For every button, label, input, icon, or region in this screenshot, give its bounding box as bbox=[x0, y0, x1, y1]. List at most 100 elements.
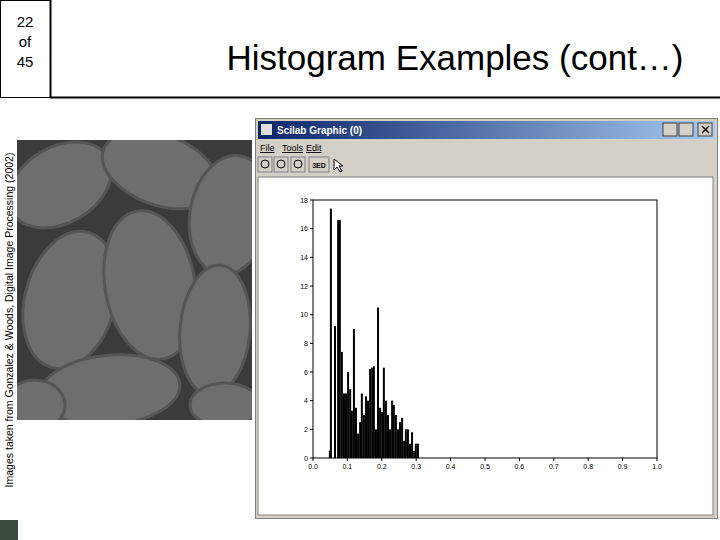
close-mark bbox=[702, 126, 709, 133]
background bbox=[0, 0, 720, 540]
bar bbox=[369, 369, 371, 458]
close-mark bbox=[702, 126, 709, 133]
bar bbox=[385, 401, 387, 458]
y-tick bbox=[310, 314, 313, 315]
header-divider bbox=[50, 0, 52, 97]
pollen bbox=[17, 380, 65, 420]
y-tick-label: 6 bbox=[304, 369, 308, 376]
bar bbox=[377, 308, 379, 459]
y-tick bbox=[310, 429, 313, 430]
menu-item[interactable]: File bbox=[260, 143, 275, 153]
y-tick-label: 4 bbox=[304, 397, 308, 404]
y-tick-label: 12 bbox=[300, 283, 308, 290]
bar bbox=[365, 396, 367, 458]
bar bbox=[399, 422, 401, 458]
page-number: 45 bbox=[17, 53, 34, 70]
window-title: Scilab Graphic (0) bbox=[277, 125, 362, 136]
x-tick bbox=[347, 458, 348, 461]
x-tick bbox=[553, 458, 554, 461]
x-tick bbox=[657, 458, 658, 461]
pollen bbox=[174, 262, 252, 398]
window-button[interactable] bbox=[663, 123, 677, 136]
slide-title: Histogram Examples (cont…) bbox=[226, 38, 683, 77]
x-tick bbox=[381, 458, 382, 461]
bar bbox=[373, 366, 375, 458]
y-tick-label: 0 bbox=[304, 455, 308, 462]
bar bbox=[361, 394, 363, 459]
x-tick-label: 1.0 bbox=[652, 463, 662, 470]
bar bbox=[353, 329, 355, 458]
x-tick bbox=[313, 458, 314, 461]
header-rule bbox=[50, 97, 720, 99]
x-tick-label: 0.5 bbox=[480, 463, 490, 470]
y-tick bbox=[310, 228, 313, 229]
bar bbox=[381, 412, 383, 458]
bar bbox=[389, 429, 391, 458]
y-tick-label: 8 bbox=[304, 340, 308, 347]
y-tick bbox=[310, 372, 313, 373]
page-number: 22 bbox=[17, 13, 34, 30]
bar bbox=[395, 415, 397, 458]
window bbox=[256, 119, 718, 519]
y-tick-label: 16 bbox=[300, 225, 308, 232]
page-number: of bbox=[19, 33, 32, 50]
pollen bbox=[190, 383, 252, 420]
bar bbox=[407, 429, 409, 458]
tool-icon bbox=[277, 160, 285, 168]
plot-frame bbox=[313, 200, 657, 458]
y-tick bbox=[310, 400, 313, 401]
menu-item[interactable]: Edit bbox=[306, 143, 322, 153]
bar bbox=[393, 405, 395, 458]
bar bbox=[334, 326, 336, 458]
bar bbox=[391, 401, 393, 458]
tool-button[interactable] bbox=[258, 157, 272, 172]
tool-button[interactable] bbox=[309, 157, 329, 172]
window-button[interactable] bbox=[698, 123, 712, 136]
bar bbox=[379, 408, 381, 458]
y-tick bbox=[310, 257, 313, 258]
bar bbox=[409, 444, 411, 458]
window-button[interactable] bbox=[679, 123, 693, 136]
bar bbox=[357, 434, 359, 458]
x-tick bbox=[450, 458, 451, 461]
x-tick bbox=[485, 458, 486, 461]
y-tick bbox=[310, 200, 313, 201]
bar bbox=[387, 415, 389, 458]
bar bbox=[411, 432, 413, 458]
bar bbox=[405, 429, 407, 458]
window-icon bbox=[261, 124, 272, 135]
bar bbox=[330, 209, 332, 458]
x-tick bbox=[519, 458, 520, 461]
bar bbox=[375, 429, 377, 458]
y-tick bbox=[310, 286, 313, 287]
x-tick-label: 0.6 bbox=[515, 463, 525, 470]
x-tick-label: 0.8 bbox=[583, 463, 593, 470]
bar bbox=[349, 389, 351, 458]
bar bbox=[415, 444, 417, 458]
x-tick-label: 0.9 bbox=[618, 463, 628, 470]
bar bbox=[363, 415, 365, 458]
credit: Images taken from Gonzalez & Woods, Digi… bbox=[3, 153, 15, 488]
x-tick-label: 0.7 bbox=[549, 463, 559, 470]
tool-button[interactable] bbox=[274, 157, 288, 172]
menu-item[interactable]: Tools bbox=[282, 143, 304, 153]
bar bbox=[397, 429, 399, 458]
x-tick-label: 0.3 bbox=[411, 463, 421, 470]
bar bbox=[347, 372, 349, 458]
slide: 22 of 45 Histogram Examples (cont…) Images t… bbox=[0, 0, 720, 540]
bar bbox=[413, 451, 415, 458]
y-tick-label: 10 bbox=[300, 311, 308, 318]
tool-button[interactable] bbox=[291, 157, 305, 172]
x-tick bbox=[622, 458, 623, 461]
bar bbox=[383, 368, 385, 458]
bar bbox=[351, 411, 353, 458]
x-tick-label: 0.1 bbox=[343, 463, 353, 470]
canvas bbox=[258, 177, 713, 515]
logo bbox=[0, 520, 18, 540]
bar bbox=[343, 394, 345, 459]
y-tick-label: 18 bbox=[300, 197, 308, 204]
x-tick-label: 0.4 bbox=[446, 463, 456, 470]
bar bbox=[359, 422, 361, 458]
bar bbox=[401, 418, 403, 458]
y-tick-label: 2 bbox=[304, 426, 308, 433]
